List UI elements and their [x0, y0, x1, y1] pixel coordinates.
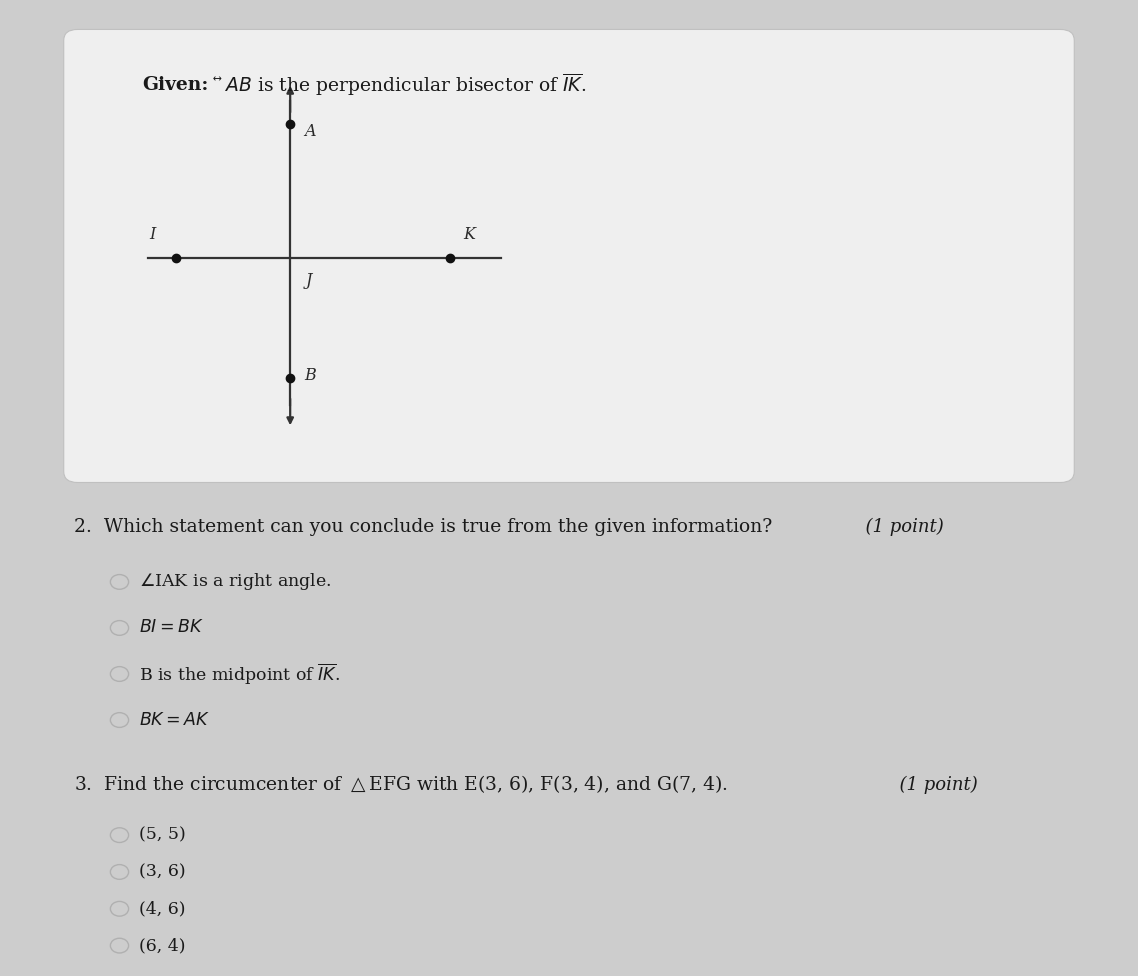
Text: (1 point): (1 point)	[854, 517, 943, 536]
Text: A: A	[304, 123, 315, 141]
Text: K: K	[463, 226, 476, 243]
Text: 3.  Find the circumcenter of $\triangle$EFG with E(3, 6), F(3, 4), and G(7, 4).: 3. Find the circumcenter of $\triangle$E…	[74, 774, 728, 795]
Text: $BI = BK$: $BI = BK$	[139, 620, 204, 636]
Text: I: I	[149, 226, 156, 243]
Text: (3, 6): (3, 6)	[139, 864, 185, 880]
Text: (4, 6): (4, 6)	[139, 900, 185, 917]
Text: (6, 4): (6, 4)	[139, 937, 185, 955]
FancyBboxPatch shape	[64, 29, 1074, 482]
Text: 2.  Which statement can you conclude is true from the given information?: 2. Which statement can you conclude is t…	[74, 517, 773, 536]
Text: (1 point): (1 point)	[888, 775, 978, 793]
Text: J: J	[306, 271, 313, 289]
Text: (5, 5): (5, 5)	[139, 827, 185, 843]
Text: $\overleftrightarrow{AB}$ is the perpendicular bisector of $\overline{IK}$.: $\overleftrightarrow{AB}$ is the perpend…	[213, 71, 586, 98]
Text: B: B	[304, 367, 315, 385]
Text: Given:: Given:	[142, 76, 208, 94]
Text: $\angle$IAK is a right angle.: $\angle$IAK is a right angle.	[139, 571, 331, 592]
Text: B is the midpoint of $\overline{IK}$.: B is the midpoint of $\overline{IK}$.	[139, 662, 340, 687]
Text: $BK = AK$: $BK = AK$	[139, 712, 209, 728]
